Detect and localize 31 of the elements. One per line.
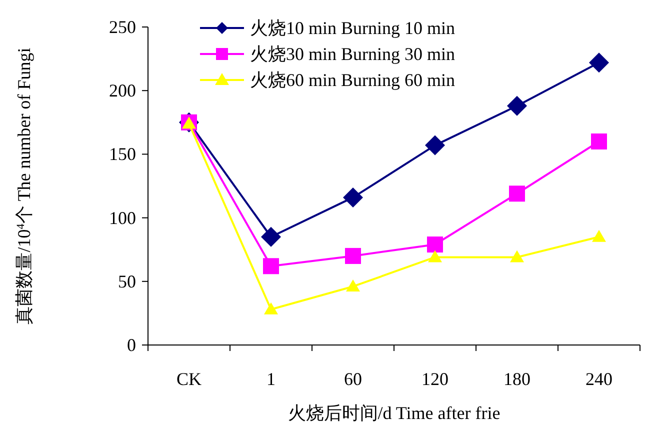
point (507, 96, 527, 116)
point (425, 135, 445, 156)
point (589, 52, 609, 73)
x-tick-label: 120 (422, 369, 448, 389)
legend-label: 火烧30 min Burning 30 min (250, 44, 456, 64)
y-tick-label: 50 (118, 271, 136, 292)
point (592, 230, 606, 242)
point (428, 250, 442, 262)
point (509, 186, 525, 202)
point (261, 226, 281, 247)
y-tick-label: 100 (109, 208, 136, 228)
x-tick-label: 60 (344, 369, 362, 389)
point (343, 187, 363, 208)
point (591, 133, 607, 150)
y-tick-label: 250 (109, 17, 136, 37)
legend-label: 火烧10 min Burning 10 min (250, 18, 456, 38)
y-tick-label: 200 (109, 80, 136, 101)
point (427, 236, 443, 253)
point (510, 250, 524, 262)
point (264, 302, 278, 314)
y-tick-label: 150 (109, 144, 136, 164)
x-tick-label: 240 (586, 369, 612, 389)
point (346, 279, 360, 292)
point (345, 248, 361, 264)
legend-label: 火烧60 min Burning 60 min (250, 70, 456, 90)
x-tick-label: CK (176, 369, 202, 389)
x-tick-label: 1 (266, 369, 276, 389)
point (263, 258, 279, 274)
x-tick-label: 180 (504, 369, 530, 389)
x-axis-title: 火烧后时间/d Time after frie (288, 403, 500, 423)
y-tick-label: 0 (127, 335, 136, 355)
